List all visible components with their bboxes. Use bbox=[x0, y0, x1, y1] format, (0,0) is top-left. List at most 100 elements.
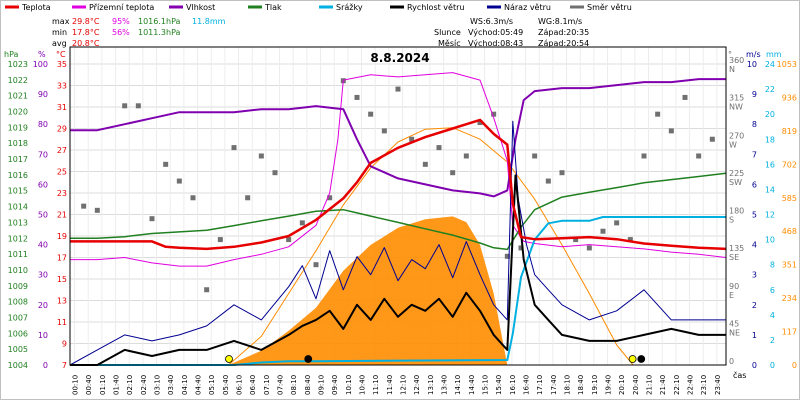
deg-tick: 135 bbox=[729, 244, 744, 253]
hpa-tick: 1021 bbox=[8, 92, 28, 101]
pct-unit: % bbox=[38, 50, 46, 59]
wind-direction-point bbox=[532, 153, 538, 159]
pct-tick: 0 bbox=[43, 361, 48, 370]
c-tick: 33 bbox=[57, 82, 67, 91]
x-tick: 08:40 bbox=[304, 375, 312, 395]
dir-tick: SE bbox=[729, 253, 739, 262]
plot-area bbox=[69, 72, 727, 366]
hpa-tick: 1023 bbox=[8, 60, 28, 69]
pct-tick: 20 bbox=[38, 301, 48, 310]
hpa-tick: 1015 bbox=[8, 187, 28, 196]
hpa-unit: hPa bbox=[4, 50, 19, 59]
wind-direction-point bbox=[313, 262, 319, 268]
wind-direction-point bbox=[190, 195, 196, 201]
mm-tick: 22 bbox=[765, 85, 775, 94]
wind-direction-point bbox=[381, 128, 387, 134]
x-tick: 17:10 bbox=[536, 375, 544, 395]
wind-direction-point bbox=[491, 111, 497, 117]
stat-avg-label: avg bbox=[52, 39, 67, 48]
hpa-tick: 1005 bbox=[8, 345, 28, 354]
legend-label: Náraz větru bbox=[504, 3, 551, 12]
wind-direction-point bbox=[545, 178, 551, 184]
x-tick: 10:10 bbox=[345, 375, 353, 395]
hpa-tick: 1018 bbox=[8, 139, 28, 148]
mm-tick: 8 bbox=[770, 261, 775, 270]
pct-tick: 60 bbox=[38, 180, 48, 189]
deg-tick: 270 bbox=[729, 131, 744, 140]
mm-tick: 20 bbox=[765, 110, 775, 119]
ms-tick: 7 bbox=[752, 150, 757, 159]
wind-direction-point bbox=[709, 136, 715, 142]
x-tick: 14:40 bbox=[468, 375, 476, 395]
x-tick: 14:10 bbox=[454, 375, 462, 395]
series-naraz-vetru bbox=[69, 120, 726, 366]
dir-tick: E bbox=[729, 291, 734, 300]
wind-direction-point bbox=[573, 237, 579, 243]
dir-tick: SW bbox=[729, 178, 742, 187]
c-tick: 19 bbox=[57, 232, 67, 241]
pct-tick: 50 bbox=[38, 211, 48, 220]
wind-direction-point bbox=[122, 103, 128, 109]
x-tick: 22:10 bbox=[673, 375, 681, 395]
x-tick: 02:40 bbox=[140, 375, 148, 395]
c-tick: 25 bbox=[57, 168, 67, 177]
moonrise-marker bbox=[304, 355, 313, 363]
dir-tick: S bbox=[729, 216, 734, 225]
pct-tick: 30 bbox=[38, 271, 48, 280]
c-tick: 31 bbox=[57, 103, 67, 112]
x-tick: 22:40 bbox=[687, 375, 695, 395]
x-tick: 12:40 bbox=[413, 375, 421, 395]
hpa-tick: 1019 bbox=[8, 123, 28, 132]
stat-min-hum: 56% bbox=[112, 28, 130, 37]
c-tick: 9 bbox=[62, 340, 67, 349]
wind-direction-point bbox=[655, 111, 661, 117]
c-tick: 11 bbox=[57, 318, 67, 327]
stat-min-press: 1011.3hPa bbox=[138, 28, 181, 37]
c-tick: 15 bbox=[57, 275, 67, 284]
wm2-tick: 0 bbox=[792, 361, 797, 370]
wind-direction-point bbox=[299, 220, 305, 226]
wind-direction-point bbox=[641, 153, 647, 159]
x-tick: 16:10 bbox=[509, 375, 517, 395]
x-tick: 15:40 bbox=[495, 375, 503, 395]
deg-tick: 180 bbox=[729, 207, 744, 216]
stats-block: max 29.8°C 95% 1016.1hPa 11.8mm min 17.8… bbox=[52, 17, 226, 48]
wind-direction-point bbox=[204, 287, 210, 293]
wind-direction-point bbox=[327, 195, 333, 201]
x-tick: 08:10 bbox=[290, 375, 298, 395]
x-tick: 04:10 bbox=[181, 375, 189, 395]
mm-tick: 6 bbox=[770, 286, 775, 295]
x-tick: 21:40 bbox=[659, 375, 667, 395]
hpa-tick: 1013 bbox=[8, 218, 28, 227]
stat-min-temp: 17.8°C bbox=[72, 28, 100, 37]
deg-tick: 315 bbox=[729, 94, 744, 103]
wind-direction-point bbox=[614, 220, 620, 226]
legend-label: Rychlost větru bbox=[407, 3, 464, 12]
pct-tick: 40 bbox=[38, 241, 48, 250]
c-tick: 29 bbox=[57, 125, 67, 134]
wind-direction-point bbox=[600, 228, 606, 234]
x-tick: 20:40 bbox=[632, 375, 640, 395]
x-tick: 21:10 bbox=[646, 375, 654, 395]
wind-direction-point bbox=[422, 161, 428, 167]
wind-direction-point bbox=[450, 170, 456, 176]
stat-max-hum: 95% bbox=[112, 17, 130, 26]
wind-direction-point bbox=[286, 237, 292, 243]
wm2-tick: 351 bbox=[782, 261, 797, 270]
info-ws: WS:6.3m/s bbox=[470, 17, 513, 26]
wm2-tick: 936 bbox=[782, 93, 797, 102]
hpa-tick: 1004 bbox=[8, 361, 28, 370]
ms-tick: 6 bbox=[752, 180, 757, 189]
stat-rain-total: 11.8mm bbox=[192, 17, 226, 26]
legend-label: Tlak bbox=[264, 3, 282, 12]
chart-title: 8.8.2024 bbox=[370, 51, 429, 65]
wm2-tick: 1053 bbox=[777, 60, 797, 69]
x-tick: 05:40 bbox=[222, 375, 230, 395]
wm2-tick: 468 bbox=[782, 227, 797, 236]
x-tick: 06:10 bbox=[236, 375, 244, 395]
deg-tick: 360 bbox=[729, 56, 744, 65]
x-tick: 00:40 bbox=[85, 375, 93, 395]
mm-tick: 10 bbox=[765, 236, 775, 245]
x-tick: 06:40 bbox=[249, 375, 257, 395]
